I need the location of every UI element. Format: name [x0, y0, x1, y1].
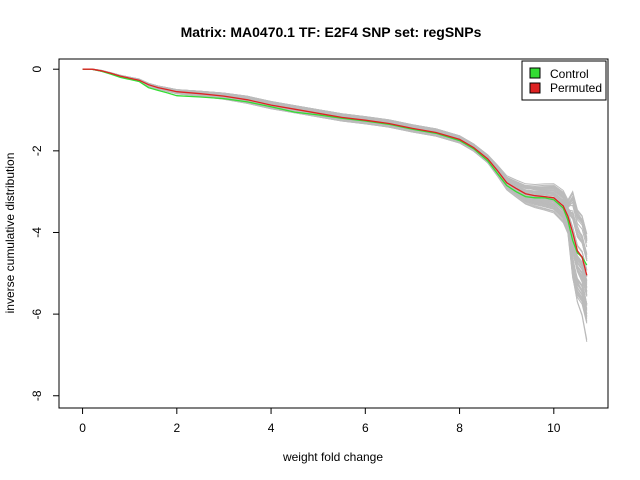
permutation-line [82, 68, 588, 260]
permutation-line [82, 68, 588, 241]
series-lines [82, 68, 588, 276]
permutation-line [82, 68, 588, 340]
chart-title: Matrix: MA0470.1 TF: E2F4 SNP set: regSN… [181, 24, 482, 40]
x-tick-label: 10 [547, 421, 561, 435]
plot-frame [58, 58, 609, 409]
permutation-line [82, 68, 588, 261]
permutation-line [82, 68, 588, 320]
permutation-line [82, 68, 588, 248]
permutation-line [82, 68, 588, 281]
permutation-line [82, 68, 588, 282]
permutation-line [82, 68, 588, 277]
y-tick-label: 0 [30, 66, 44, 73]
x-tick-label: 4 [268, 421, 275, 435]
y-tick-label: -6 [30, 308, 44, 319]
y-tick-label: -4 [30, 227, 44, 238]
permutation-line [82, 68, 588, 256]
legend-swatch-control [529, 67, 541, 79]
permutation-line [82, 68, 588, 261]
permutation-line [82, 68, 588, 244]
permutation-line [82, 68, 588, 322]
permutation-line [82, 68, 588, 259]
permutation-line [82, 68, 588, 283]
y-axis: 0 -2 -4 -6 -8 [30, 66, 59, 401]
x-axis-label: weight fold change [282, 450, 383, 464]
y-tick-label: -2 [30, 145, 44, 156]
permutation-line [82, 68, 588, 282]
permutation-line [82, 68, 588, 257]
permutation-line [82, 68, 588, 342]
permutation-line [82, 68, 588, 284]
legend-swatch-permuted [529, 82, 541, 94]
permutation-background-lines [82, 68, 588, 342]
permutation-line [82, 68, 588, 255]
permutation-line [82, 68, 588, 240]
permutation-line [82, 68, 588, 288]
permutation-line [82, 68, 588, 235]
permutation-line [82, 68, 588, 260]
permutation-line [82, 68, 588, 261]
permutation-line [82, 68, 588, 241]
x-tick-label: 2 [173, 421, 180, 435]
permutation-line [82, 68, 588, 271]
permutation-line [82, 68, 588, 262]
series-line-permuted [82, 68, 588, 276]
permutation-line [82, 68, 588, 270]
x-tick-label: 0 [79, 421, 86, 435]
x-tick-label: 8 [456, 421, 463, 435]
legend-label-control: Control [550, 67, 589, 81]
permutation-line [82, 68, 588, 323]
series-line-control [82, 68, 588, 266]
permutation-line [82, 68, 588, 240]
permutation-line [82, 68, 588, 241]
permutation-line [82, 68, 588, 235]
legend: Control Permuted [521, 60, 607, 101]
permutation-line [82, 68, 588, 324]
y-axis-label: inverse cumulative distribution [3, 153, 17, 314]
permutation-line [82, 68, 588, 261]
permutation-line [82, 68, 588, 270]
y-tick-label: -8 [30, 390, 44, 401]
permutation-line [82, 68, 588, 276]
permutation-line [82, 68, 588, 278]
x-axis: 0 2 4 6 8 10 [79, 408, 561, 435]
x-tick-label: 6 [362, 421, 369, 435]
permutation-line [82, 68, 588, 239]
permutation-line [82, 68, 588, 239]
permutation-line [82, 68, 588, 277]
permutation-line [82, 68, 588, 238]
permutation-line [82, 68, 588, 254]
legend-label-permuted: Permuted [550, 81, 602, 95]
